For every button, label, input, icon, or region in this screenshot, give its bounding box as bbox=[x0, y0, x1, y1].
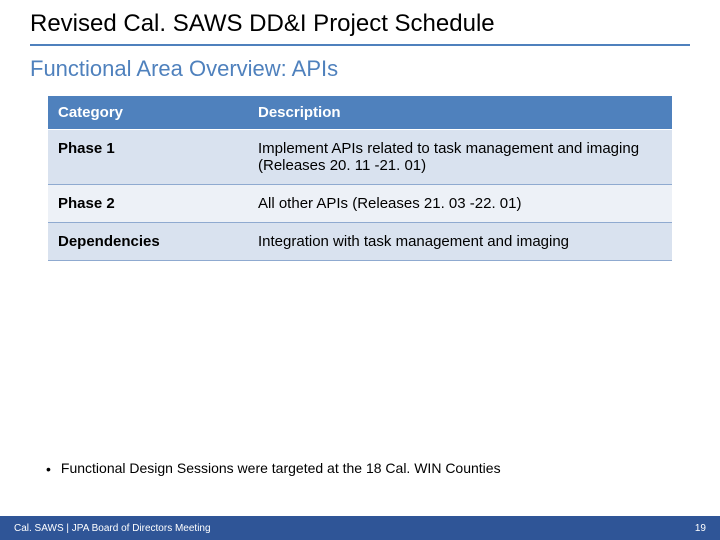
bullet-dot-icon: • bbox=[46, 460, 51, 478]
table-row: Dependencies Integration with task manag… bbox=[48, 223, 672, 261]
table-cell-description: All other APIs (Releases 21. 03 -22. 01) bbox=[248, 185, 672, 223]
table-cell-category: Phase 2 bbox=[48, 185, 248, 223]
page-title: Revised Cal. SAWS DD&I Project Schedule bbox=[30, 10, 495, 38]
table-cell-description: Implement APIs related to task managemen… bbox=[248, 130, 672, 185]
table-header-description: Description bbox=[248, 96, 672, 130]
title-underline bbox=[30, 44, 690, 46]
table-header-category: Category bbox=[48, 96, 248, 130]
bullet-text: Functional Design Sessions were targeted… bbox=[61, 460, 501, 476]
overview-table: Category Description Phase 1 Implement A… bbox=[48, 96, 672, 261]
table-row: Phase 1 Implement APIs related to task m… bbox=[48, 130, 672, 185]
table-cell-category: Phase 1 bbox=[48, 130, 248, 185]
slide: Revised Cal. SAWS DD&I Project Schedule … bbox=[0, 0, 720, 540]
table-cell-description: Integration with task management and ima… bbox=[248, 223, 672, 261]
table-row: Phase 2 All other APIs (Releases 21. 03 … bbox=[48, 185, 672, 223]
page-number: 19 bbox=[695, 523, 706, 534]
footer-bar: Cal. SAWS | JPA Board of Directors Meeti… bbox=[0, 516, 720, 540]
bullet-note: • Functional Design Sessions were target… bbox=[46, 460, 501, 478]
page-subtitle: Functional Area Overview: APIs bbox=[30, 56, 338, 82]
footer-left-text: Cal. SAWS | JPA Board of Directors Meeti… bbox=[14, 523, 211, 534]
table-header-row: Category Description bbox=[48, 96, 672, 130]
table-cell-category: Dependencies bbox=[48, 223, 248, 261]
